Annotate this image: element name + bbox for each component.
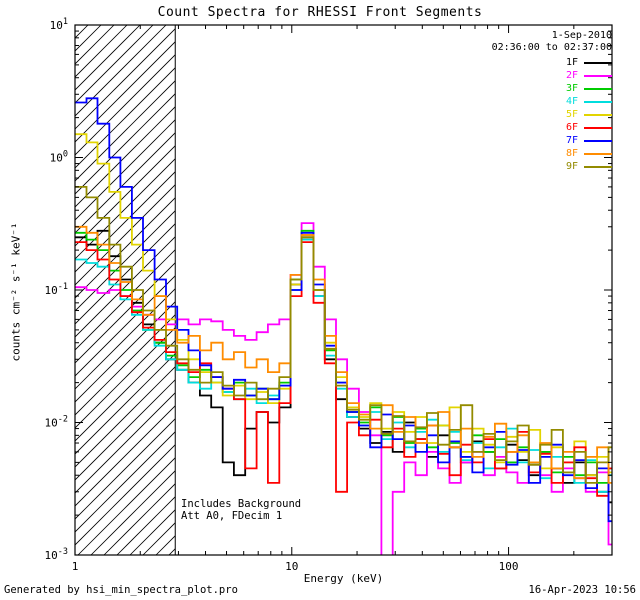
- chart-title: Count Spectra for RHESSI Front Segments: [157, 5, 483, 20]
- hatch-line: [75, 379, 176, 481]
- legend-label-6F: 6F: [565, 122, 578, 133]
- legend-entry-8F: 8F: [566, 147, 612, 160]
- legend-label-3F: 3F: [565, 83, 578, 94]
- annotation-attenuator-state: Att A0, FDecim 1: [181, 510, 283, 522]
- legend-entry-3F: 3F: [566, 82, 612, 95]
- legend-label-7F: 7F: [565, 135, 578, 146]
- hatch-line: [75, 314, 176, 416]
- legend-entry-4F: 4F: [566, 95, 612, 108]
- hatch-line: [75, 106, 176, 208]
- legend-line-swatch-5F: [584, 113, 612, 116]
- legend-line-swatch-6F: [584, 126, 612, 129]
- legend-entry-1F: 1F: [566, 56, 612, 69]
- y-tick-label: 10-3: [45, 547, 69, 562]
- x-tick-label: 1: [72, 560, 79, 573]
- series-line-4F: [75, 238, 612, 493]
- hatch-line: [75, 41, 176, 143]
- legend-line-swatch-1F: [584, 61, 612, 64]
- series-line-3F: [75, 229, 612, 484]
- legend-date: 1-Sep-2010: [551, 30, 612, 41]
- x-axis-label: Energy (keV): [303, 572, 384, 585]
- legend-line-swatch-4F: [584, 100, 612, 103]
- legend: 1F 2F 3F 4F 5F 6F 7F 8F 9F: [566, 56, 612, 173]
- legend-line-swatch-8F: [584, 152, 612, 155]
- hatch-line: [75, 25, 167, 117]
- hatch-line: [75, 80, 176, 182]
- legend-entry-6F: 6F: [566, 121, 612, 134]
- hatch-line: [103, 483, 176, 555]
- y-axis-label: counts cm⁻² s⁻¹ keV⁻¹: [9, 222, 23, 362]
- series-line-8F: [75, 225, 612, 484]
- hatch-line: [75, 418, 176, 520]
- legend-label-8F: 8F: [565, 148, 578, 159]
- annotation-includes-background: Includes Background: [181, 498, 302, 510]
- legend-label-4F: 4F: [565, 96, 578, 107]
- legend-label-5F: 5F: [565, 109, 578, 120]
- hatch-line: [77, 457, 176, 555]
- legend-entry-9F: 9F: [566, 160, 612, 173]
- legend-line-swatch-7F: [584, 139, 612, 142]
- hatch-line: [75, 67, 176, 169]
- hatch-line: [75, 392, 176, 494]
- y-tick-label: 100: [50, 150, 68, 165]
- series-line-5F: [75, 133, 612, 477]
- hatch-line: [75, 28, 176, 130]
- hatch-line: [75, 262, 176, 364]
- y-tick-label: 101: [50, 17, 68, 32]
- x-tick-label: 10: [285, 560, 298, 573]
- legend-label-2F: 2F: [565, 70, 578, 81]
- x-tick-label: 100: [499, 560, 519, 573]
- hatch-line: [116, 496, 176, 555]
- hatch-line: [75, 93, 176, 195]
- hatch-line: [75, 405, 176, 507]
- legend-time-range: 02:36:00 to 02:37:00: [491, 42, 612, 53]
- y-tick-label: 10-1: [45, 282, 69, 297]
- legend-line-swatch-2F: [584, 74, 612, 77]
- footer-generated-by: Generated by hsi_min_spectra_plot.pro: [4, 584, 238, 596]
- legend-label-9F: 9F: [565, 161, 578, 172]
- legend-line-swatch-3F: [584, 87, 612, 90]
- axis-tick-labels: 1 10 100 10-3 10-2 10-1 100 101: [45, 17, 519, 573]
- footer-timestamp: 16-Apr-2023 10:56: [528, 584, 636, 596]
- hatch-line: [75, 275, 176, 377]
- series-line-2F: [75, 222, 612, 555]
- series-line-7F: [75, 97, 612, 523]
- axis-ticks: [74, 24, 612, 556]
- series-lines: [75, 97, 612, 555]
- series-line-9F: [75, 186, 612, 484]
- hatch-line: [75, 431, 176, 533]
- legend-entry-7F: 7F: [566, 134, 612, 147]
- legend-entry-2F: 2F: [566, 69, 612, 82]
- legend-line-swatch-9F: [584, 165, 612, 168]
- hatch-line: [75, 444, 176, 546]
- y-tick-label: 10-2: [45, 415, 69, 430]
- legend-entry-5F: 5F: [566, 108, 612, 121]
- hatch-line: [75, 54, 176, 156]
- legend-label-1F: 1F: [565, 57, 578, 68]
- hatch-line: [75, 288, 176, 390]
